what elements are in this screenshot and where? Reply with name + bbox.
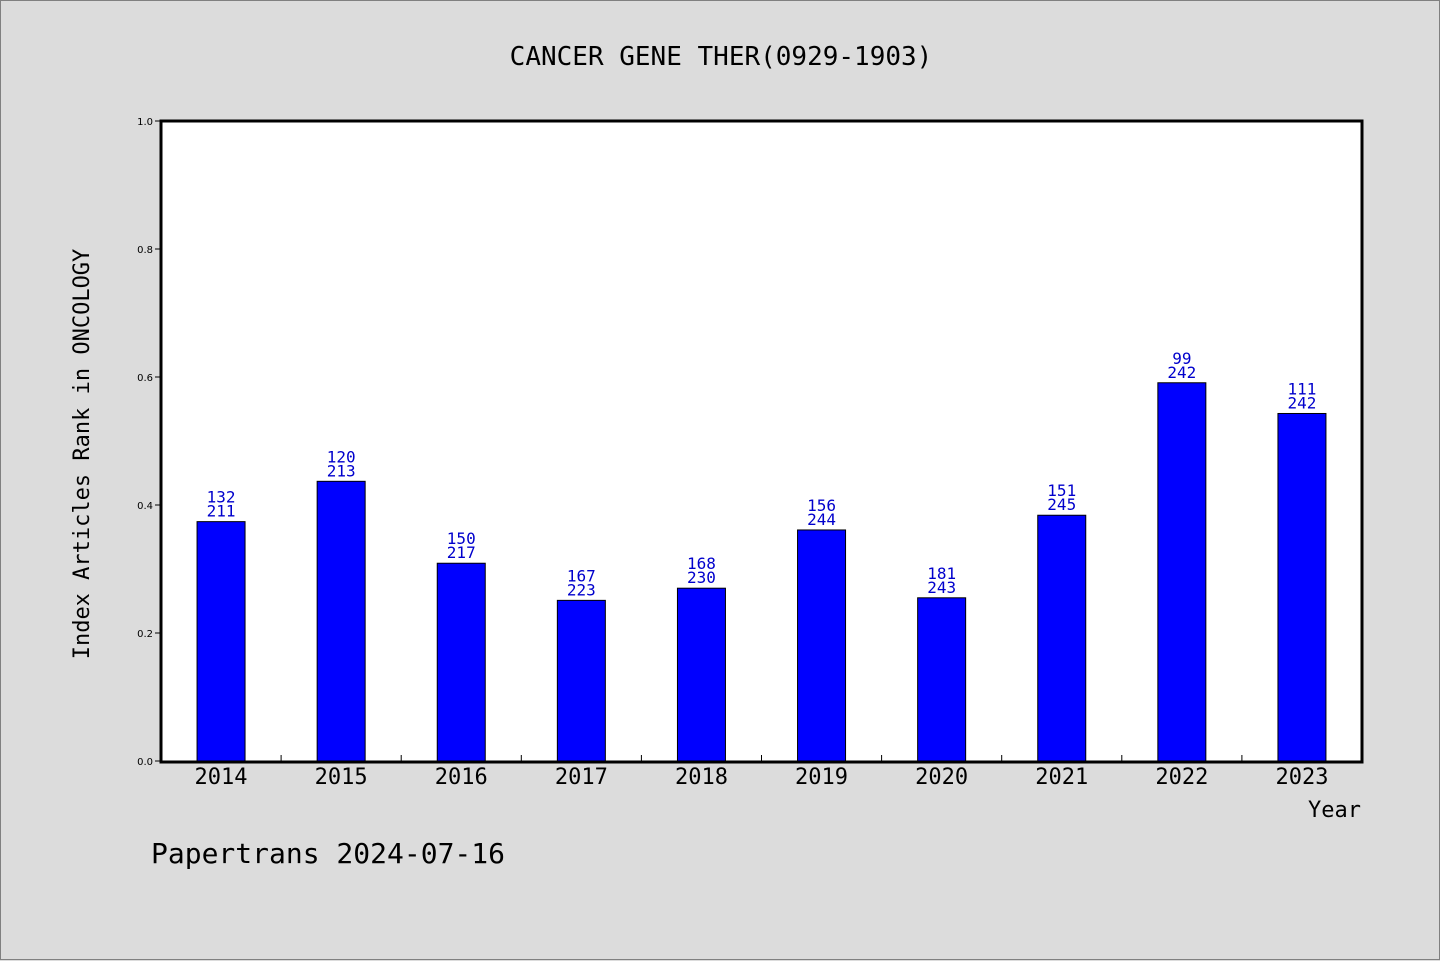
x-tick-label-2020: 2020 (915, 765, 968, 790)
total-label-2014: 211 (207, 502, 236, 521)
rank-label-2019: 156 (807, 496, 836, 515)
total-label-2019: 244 (807, 510, 836, 529)
bar-2014 (196, 521, 246, 762)
y-axis-label: Index Articles Rank in ONCOLOGY (70, 249, 95, 660)
x-tick-label-2015: 2015 (315, 765, 368, 790)
bar-2022 (1157, 382, 1207, 762)
rank-label-2016: 150 (447, 529, 476, 548)
y-tick-label-0.0: 0.0 (137, 757, 153, 768)
total-label-2016: 217 (447, 543, 476, 562)
bar-2017 (556, 599, 606, 762)
x-axis-label: Year (1308, 798, 1361, 823)
rank-label-2014: 132 (207, 488, 236, 507)
x-tick-label-2021: 2021 (1035, 765, 1088, 790)
rank-label-2015: 120 (327, 447, 356, 466)
bar-2015 (316, 480, 366, 762)
x-tick-label-2017: 2017 (555, 765, 608, 790)
rank-label-2022: 99 (1172, 349, 1191, 368)
rank-label-2017: 167 (567, 566, 596, 585)
bar-2018 (676, 587, 726, 762)
rank-label-2020: 181 (927, 564, 956, 583)
y-tick-label-0.2: 0.2 (137, 629, 153, 640)
total-label-2017: 223 (567, 580, 596, 599)
total-label-2015: 213 (327, 461, 356, 480)
x-tick-label-2014: 2014 (195, 765, 248, 790)
y-tick-label-0.8: 0.8 (137, 245, 153, 256)
total-label-2021: 245 (1047, 495, 1076, 514)
data-labels-layer: 1322111202131502171672231682301562441812… (207, 349, 1317, 600)
rank-label-2021: 151 (1047, 481, 1076, 500)
x-tick-label-2019: 2019 (795, 765, 848, 790)
total-label-2018: 230 (687, 568, 716, 587)
bar-2016 (436, 562, 486, 762)
x-tick-label-2023: 2023 (1275, 765, 1328, 790)
bar-2023 (1277, 412, 1327, 762)
bars-layer (196, 382, 1327, 762)
bar-2019 (797, 529, 847, 762)
x-tick-label-2022: 2022 (1155, 765, 1208, 790)
rank-label-2023: 111 (1287, 379, 1316, 398)
x-tick-label-2016: 2016 (435, 765, 488, 790)
x-axis: 2014 2015 2016 2017 2018 2019 2020 2021 2022 2023 (195, 755, 1328, 790)
chart-title: CANCER GENE THER(0929-1903) (510, 42, 933, 72)
rank-label-2018: 168 (687, 554, 716, 573)
bar-2020 (917, 597, 967, 762)
total-label-2022: 242 (1167, 363, 1196, 382)
bar-2021 (1037, 514, 1087, 762)
total-label-2020: 243 (927, 578, 956, 597)
y-axis: 0.0 0.2 0.4 0.6 0.8 1.0 (137, 117, 161, 768)
total-label-2023: 242 (1287, 393, 1316, 412)
footer-credit: Papertrans 2024-07-16 (151, 837, 505, 870)
plot-border (159, 119, 1364, 764)
y-tick-label-0.4: 0.4 (137, 501, 153, 512)
y-tick-label-0.6: 0.6 (137, 373, 153, 384)
x-tick-label-2018: 2018 (675, 765, 728, 790)
y-tick-label-1.0: 1.0 (137, 117, 153, 128)
